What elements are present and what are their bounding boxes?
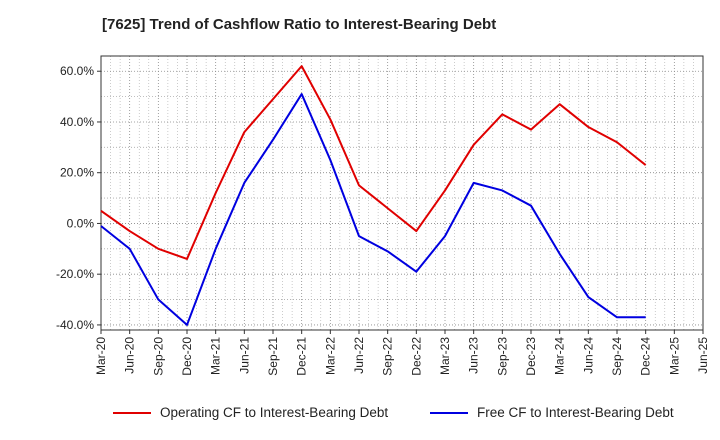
x-tick-label: Jun-21 — [237, 337, 251, 374]
legend-swatch-free-cf — [430, 411, 468, 414]
x-tick-label: Jun-24 — [581, 337, 595, 374]
x-tick-label: Sep-23 — [495, 337, 509, 376]
x-tick-label: Dec-20 — [180, 337, 194, 376]
plot-border — [100, 55, 704, 331]
chart-title: [7625] Trend of Cashflow Ratio to Intere… — [102, 16, 497, 33]
x-tick-label: Mar-20 — [94, 337, 108, 375]
x-tick-label: Sep-21 — [266, 337, 280, 376]
y-tick-label: 0.0% — [67, 216, 95, 230]
x-axis-tick-labels: Mar-20 Jun-20 Sep-20 Dec-20 Mar-21 Jun-21 Sep-… — [94, 330, 710, 376]
y-tick-label: 20.0% — [60, 166, 94, 180]
y-tick-label: 60.0% — [60, 64, 94, 78]
x-tick-label: Jun-20 — [123, 337, 137, 374]
y-tick-label: -40.0% — [56, 318, 94, 332]
y-axis-tick-labels: 60.0% 40.0% 20.0% 0.0% -20.0% -40.0% — [56, 64, 101, 332]
x-tick-label: Sep-24 — [610, 337, 624, 376]
x-tick-label: Dec-24 — [639, 337, 653, 376]
y-tick-label: 40.0% — [60, 115, 94, 129]
x-tick-label: Mar-23 — [438, 337, 452, 375]
legend-swatch-operating-cf — [113, 411, 151, 414]
plot-frame — [100, 55, 704, 331]
x-tick-label: Sep-20 — [151, 337, 165, 376]
grid-lines — [100, 56, 704, 330]
y-tick-label: -20.0% — [56, 267, 94, 281]
series-lines — [100, 65, 647, 326]
legend-item-free-cf: Free CF to Interest-Bearing Debt — [430, 405, 674, 420]
x-tick-label: Sep-22 — [381, 337, 395, 376]
x-tick-label: Dec-22 — [409, 337, 423, 376]
x-tick-label: Mar-25 — [667, 337, 681, 375]
x-tick-label: Mar-22 — [323, 337, 337, 375]
legend-label-operating-cf: Operating CF to Interest-Bearing Debt — [160, 405, 389, 420]
x-tick-label: Dec-23 — [524, 337, 538, 376]
operating-cf-line — [100, 65, 647, 260]
legend-item-operating-cf: Operating CF to Interest-Bearing Debt — [113, 405, 388, 420]
x-tick-label: Mar-21 — [209, 337, 223, 375]
x-tick-label: Jun-25 — [696, 337, 710, 374]
x-tick-label: Dec-21 — [295, 337, 309, 376]
x-tick-label: Mar-24 — [553, 337, 567, 375]
legend: Operating CF to Interest-Bearing Debt Fr… — [0, 405, 720, 425]
free-cf-line — [100, 93, 646, 326]
legend-label-free-cf: Free CF to Interest-Bearing Debt — [477, 405, 674, 420]
x-tick-label: Jun-22 — [352, 337, 366, 374]
x-tick-label: Jun-23 — [467, 337, 481, 374]
